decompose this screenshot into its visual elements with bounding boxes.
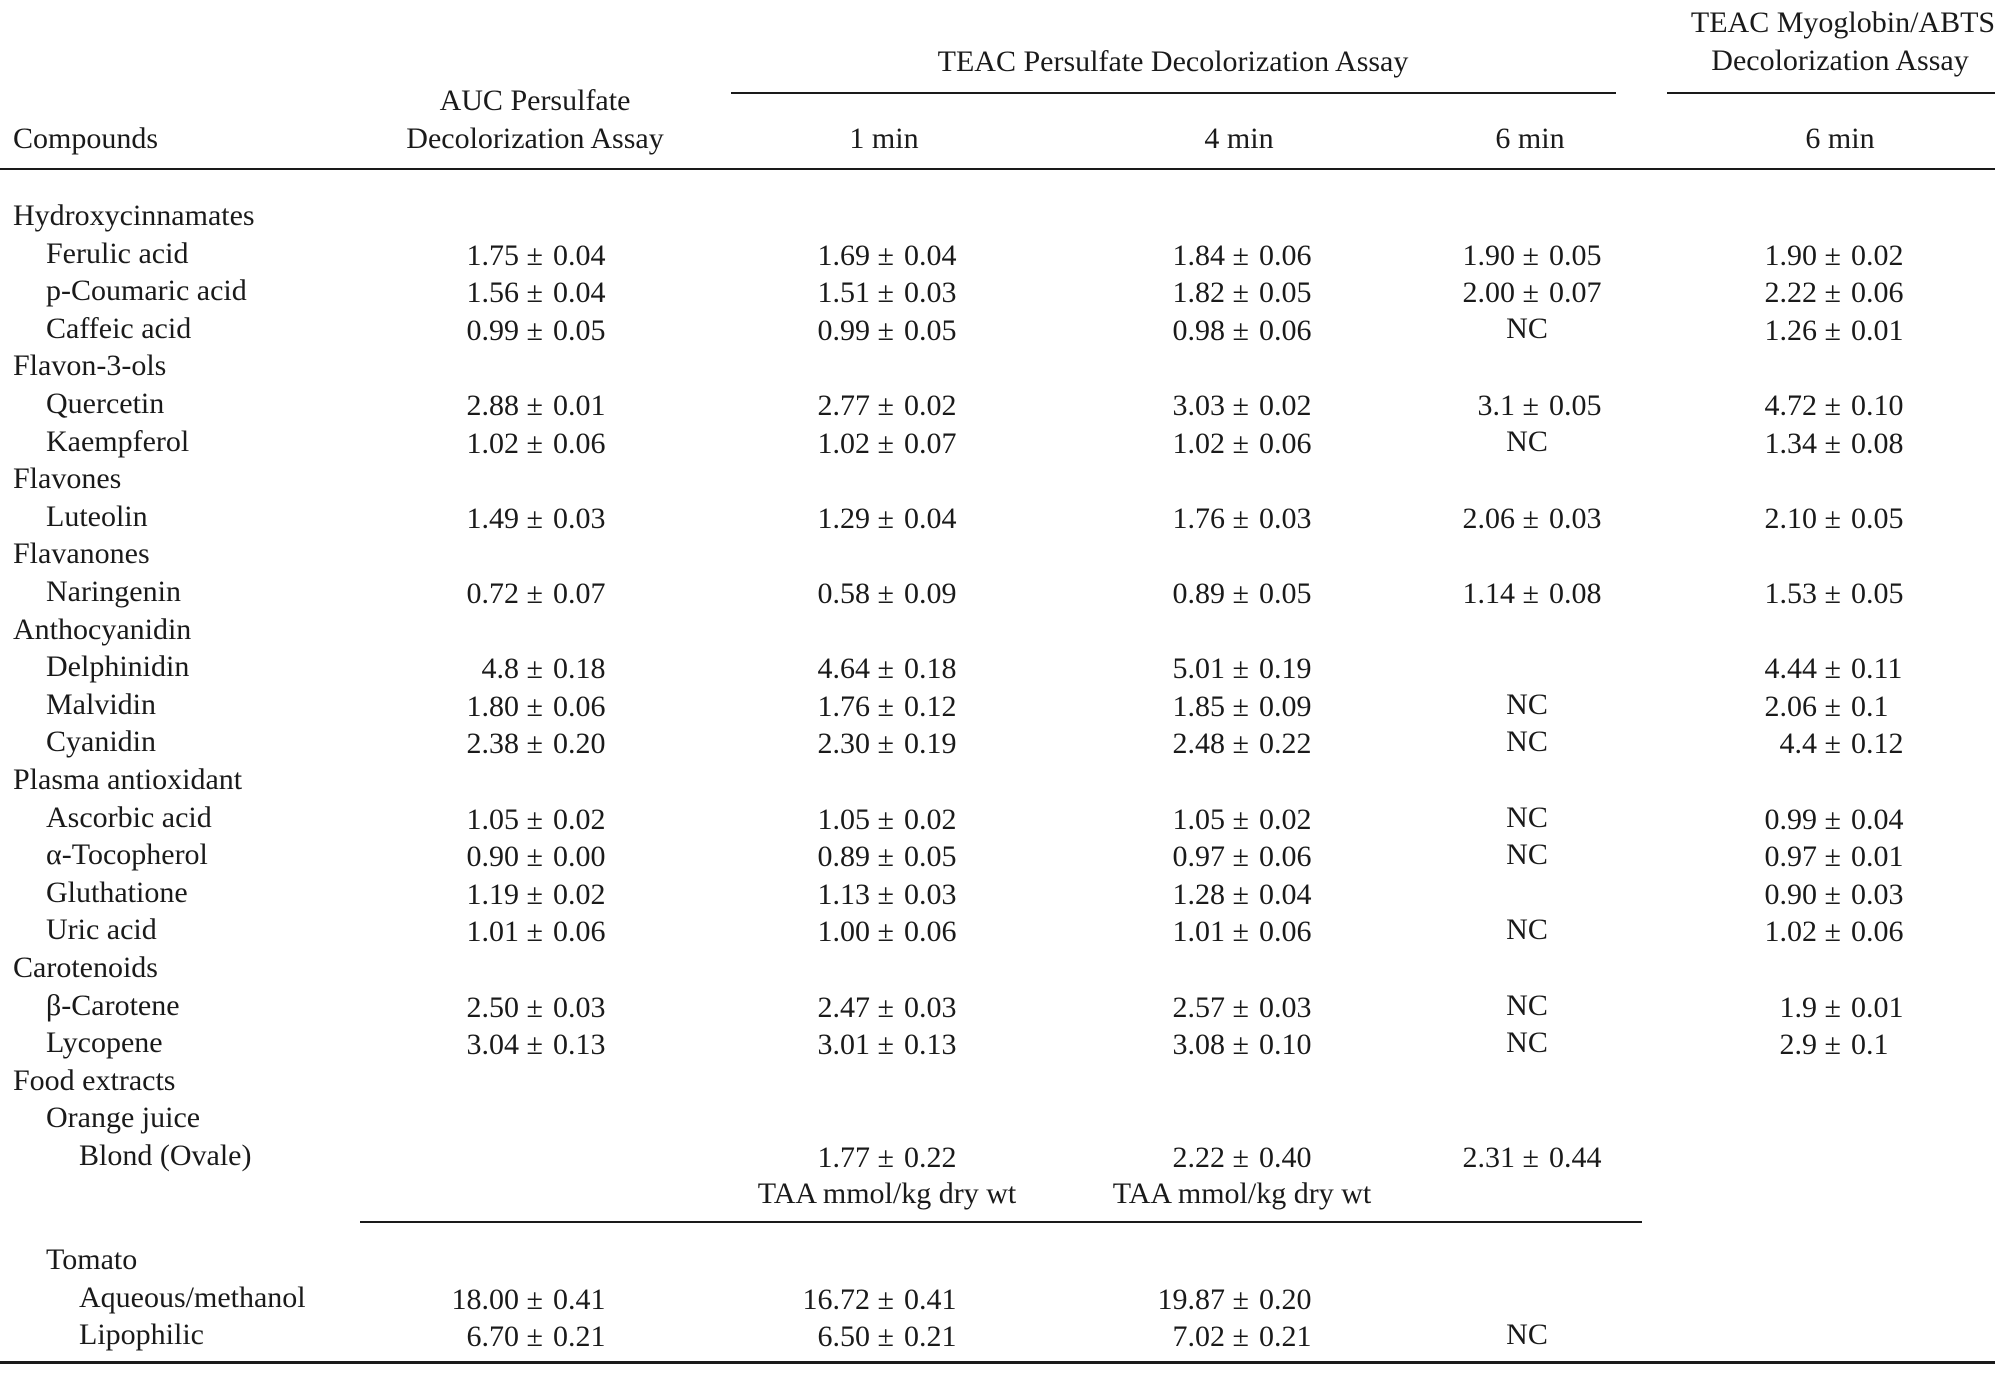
compound-label: Quercetin [46,387,165,420]
teac-myo-group-rule [1667,92,1995,94]
header-auc-line2: Decolorization Assay [406,122,664,155]
cell-teac-6min: NC [1506,1318,1548,1352]
compound-label: Aqueous/methanol [79,1280,306,1314]
cell-teac-6min: NC [1506,687,1548,721]
compound-label: Delphinidin [46,650,190,684]
category-label: Plasma antioxidant [13,763,243,796]
compound-label: Malvidin [46,687,156,721]
cell-teac-6min: NC [1506,988,1548,1022]
category-label: Flavanones [13,537,150,571]
header-teac-persulfate: TEAC Persulfate Decolorization Assay [937,45,1409,78]
header-teac-myo-line1: TEAC Myoglobin/ABTS [1690,6,1995,39]
category-label: Carotenoids [13,951,158,984]
header-teac-myo-line2: Decolorization Assay [1711,44,1969,77]
cell-teac-6min: NC [1506,913,1548,947]
header-myo-6min: 6 min [1805,122,1875,155]
category-label: Flavon-3-ols [13,349,167,383]
compound-label: Uric acid [46,913,157,947]
compound-label: Cyanidin [46,725,156,759]
compound-label: Blond (Ovale) [79,1139,252,1172]
cell-teac-6min: NC [1506,725,1548,759]
compound-label: Orange juice [46,1101,201,1135]
header-bottom-rule [0,168,1995,170]
compound-label: Lipophilic [79,1318,204,1352]
compound-label: Ferulic acid [46,236,189,270]
category-label: Anthocyanidin [13,612,192,646]
compound-label: Tomato [46,1243,138,1277]
cell-teac-6min: NC [1506,800,1548,834]
compound-label: α-Tocopherol [46,838,208,872]
table-bottom-rule [0,1361,1995,1364]
cell-teac-6min: NC [1506,424,1548,458]
compound-label: Kaempferol [46,424,190,458]
header-1min: 1 min [849,122,919,155]
header-4min: 4 min [1204,122,1274,155]
cell-teac-6min: NC [1506,311,1548,345]
compound-label: p-Coumaric acid [46,274,247,308]
teac-persulfate-group-rule [731,92,1616,94]
orange-juice-section-rule [360,1221,1642,1223]
cell-teac-4min: TAA mmol/kg dry wt [1112,1176,1372,1210]
compound-label: Naringenin [46,575,181,608]
category-label: Flavones [13,462,122,496]
category-label: Food extracts [13,1063,176,1097]
header-6min: 6 min [1495,122,1565,155]
cell-teac-6min: NC [1506,838,1548,872]
compound-label: Ascorbic acid [46,800,212,834]
header-compounds: Compounds [13,122,159,155]
compound-label: Caffeic acid [46,311,192,345]
compound-label: β-Carotene [46,988,180,1022]
compound-label: Lycopene [46,1026,163,1060]
header-auc-line1: AUC Persulfate [439,84,631,117]
cell-teac-6min: NC [1506,1026,1548,1060]
compound-label: Luteolin [46,499,148,533]
compound-label: Gluthatione [46,875,188,909]
category-label: Hydroxycinnamates [13,199,255,232]
cell-teac-1min: TAA mmol/kg dry wt [757,1176,1017,1210]
